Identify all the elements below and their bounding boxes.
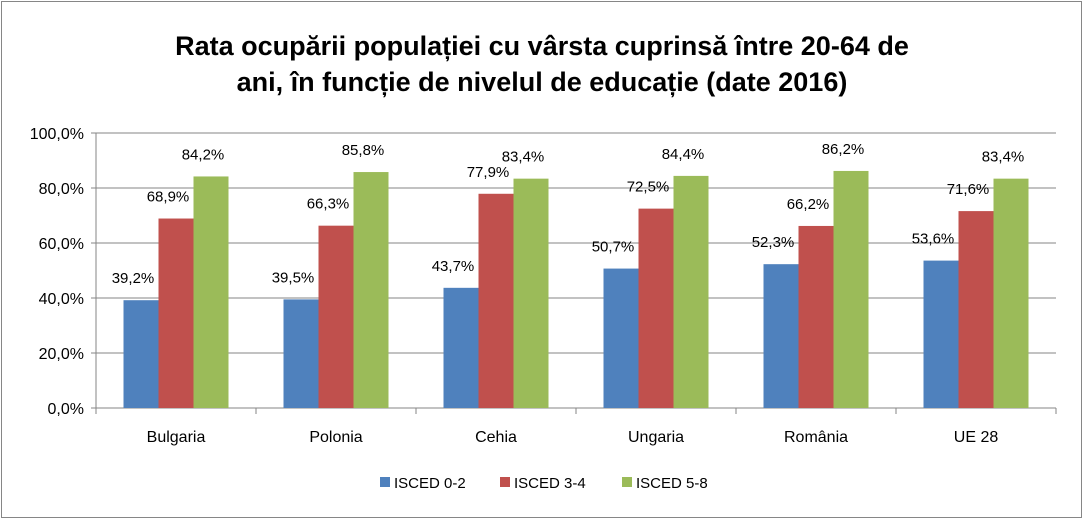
bar	[353, 172, 389, 408]
bar	[318, 225, 354, 408]
chart-title-line-1: Rata ocupării populației cu vârsta cupri…	[175, 31, 909, 61]
legend-label: ISCED 5-8	[636, 475, 708, 492]
data-label: 72,5%	[627, 179, 670, 196]
data-label: 43,7%	[432, 258, 475, 275]
data-label: 66,3%	[307, 196, 350, 213]
chart-title: Rata ocupării populației cu vârsta cupri…	[92, 28, 992, 100]
bar	[993, 178, 1029, 408]
x-tick-label: Polonia	[309, 429, 362, 446]
x-tick-label: România	[784, 429, 848, 446]
data-label: 84,4%	[662, 146, 705, 163]
bar	[513, 178, 549, 408]
bar	[798, 225, 834, 408]
data-label: 71,6%	[947, 181, 990, 198]
legend-swatch	[380, 477, 390, 487]
axes: 0,0% 20,0% 40,0% 60,0% 80,0% 100,0% Bulgaria Po…	[30, 126, 1057, 446]
legend-label: ISCED 0-2	[394, 475, 466, 492]
x-tick-label: Ungaria	[628, 429, 684, 446]
bar	[283, 299, 319, 408]
data-label: 77,9%	[467, 164, 510, 181]
y-tick-label: 60,0%	[39, 236, 84, 253]
bar	[158, 218, 194, 408]
bars	[123, 170, 1029, 408]
bar	[958, 211, 994, 408]
x-tick-label: UE 28	[954, 429, 999, 446]
bar	[478, 193, 514, 408]
bar	[123, 300, 159, 408]
gridlines	[96, 132, 1056, 354]
data-label: 52,3%	[752, 234, 795, 251]
x-tick-label: Cehia	[475, 429, 517, 446]
data-label: 39,2%	[112, 270, 155, 287]
y-tick-label: 0,0%	[48, 401, 84, 418]
bar	[923, 260, 959, 408]
y-tick-label: 20,0%	[39, 346, 84, 363]
legend-label: ISCED 3-4	[514, 475, 586, 492]
data-labels: 39,2% 68,9% 84,2% 39,5% 66,3% 85,8% 43,7% 77,9%…	[112, 141, 1025, 287]
y-tick-label: 100,0%	[30, 126, 84, 143]
bar	[603, 268, 639, 408]
bar	[638, 208, 674, 408]
data-label: 66,2%	[787, 196, 830, 213]
legend: ISCED 0-2 ISCED 3-4 ISCED 5-8	[380, 475, 708, 492]
bar	[443, 287, 479, 408]
bar	[763, 264, 799, 408]
data-label: 85,8%	[342, 142, 385, 159]
data-label: 86,2%	[822, 141, 865, 158]
legend-swatch	[622, 477, 632, 487]
legend-swatch	[500, 477, 510, 487]
chart-title-line-2: ani, în funcție de nivelul de educație (…	[236, 67, 848, 97]
bar	[833, 170, 869, 408]
data-label: 83,4%	[502, 149, 545, 166]
y-tick-label: 80,0%	[39, 181, 84, 198]
bar	[673, 175, 709, 408]
data-label: 83,4%	[982, 149, 1025, 166]
data-label: 84,2%	[182, 146, 225, 163]
data-label: 50,7%	[592, 239, 635, 256]
x-tick-label: Bulgaria	[147, 429, 206, 446]
y-tick-label: 40,0%	[39, 291, 84, 308]
data-label: 53,6%	[912, 231, 955, 248]
bar	[193, 176, 229, 408]
data-label: 39,5%	[272, 269, 315, 286]
data-label: 68,9%	[147, 189, 190, 206]
